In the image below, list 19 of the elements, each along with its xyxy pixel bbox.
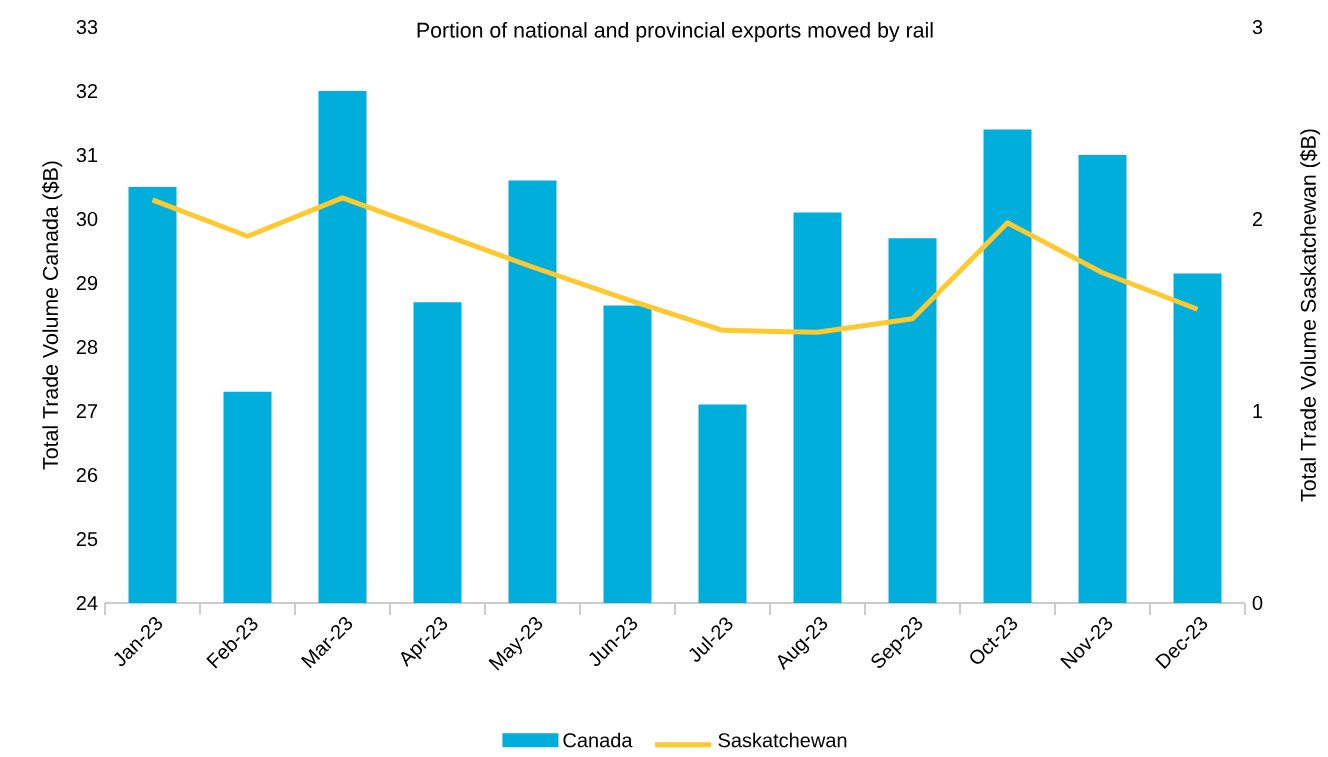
y-tick-label: 31 [76, 147, 98, 163]
y-tick-label: 32 [76, 83, 98, 99]
y-tick-label: 26 [76, 467, 98, 483]
y-tick-label: 24 [76, 596, 98, 610]
y2-tick-label: 0 [1252, 595, 1263, 611]
y2-tick-label: 3 [1252, 19, 1263, 35]
y-tick-label: 28 [76, 339, 98, 355]
y-tick-label: 29 [76, 275, 98, 291]
y2-axis-title: Total Trade Volume Saskatchewan ($B) [1299, 129, 1321, 502]
legend-label: Canada [563, 732, 633, 748]
y-tick-label: 33 [76, 19, 98, 35]
y2-tick-label: 2 [1252, 212, 1263, 226]
y-tick-label: 25 [76, 531, 98, 547]
y-axis-title: Total Trade Volume Canada ($B) [42, 161, 63, 470]
y-tick-label: 30 [76, 211, 98, 227]
y2-tick-label: 1 [1253, 404, 1263, 418]
y-tick-label: 27 [76, 404, 98, 418]
legend-label: Saskatchewan [718, 732, 847, 748]
chart-title: Portion of national and provincial exports moved by rail [417, 22, 933, 42]
